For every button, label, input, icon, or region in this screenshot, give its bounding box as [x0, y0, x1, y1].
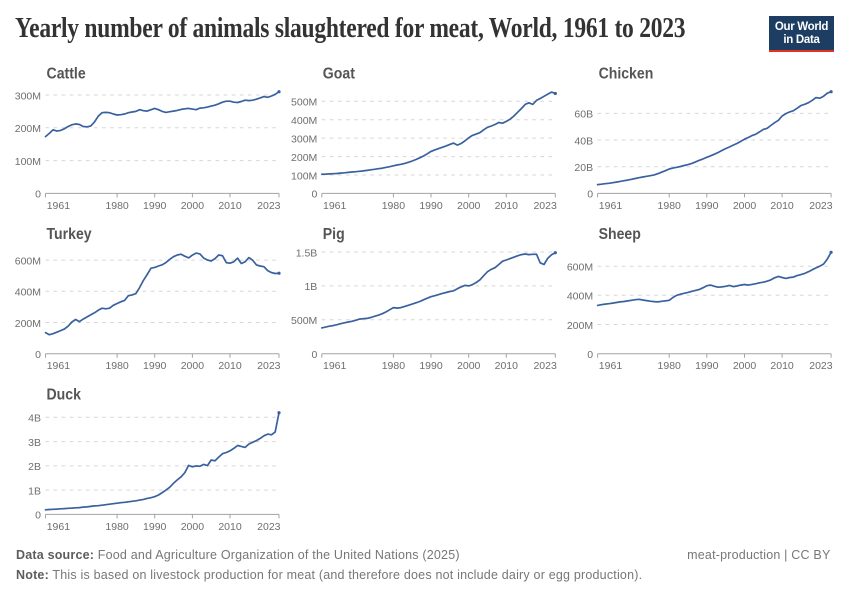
- svg-text:2010: 2010: [770, 200, 794, 212]
- svg-text:1980: 1980: [658, 360, 682, 372]
- svg-text:1980: 1980: [382, 200, 406, 212]
- svg-text:400M: 400M: [15, 287, 41, 299]
- svg-text:0: 0: [311, 349, 317, 361]
- svg-text:Goat: Goat: [323, 66, 356, 83]
- svg-text:1980: 1980: [105, 360, 129, 372]
- svg-text:1961: 1961: [47, 200, 71, 212]
- svg-text:200M: 200M: [291, 152, 317, 164]
- svg-text:Duck: Duck: [47, 387, 81, 404]
- svg-text:0: 0: [35, 189, 41, 201]
- svg-text:20B: 20B: [574, 162, 593, 174]
- svg-text:200M: 200M: [15, 123, 41, 135]
- svg-text:2010: 2010: [495, 200, 519, 212]
- svg-text:2023: 2023: [533, 360, 557, 372]
- svg-text:2000: 2000: [457, 360, 481, 372]
- svg-text:100M: 100M: [291, 170, 317, 182]
- svg-text:Pig: Pig: [323, 226, 345, 243]
- svg-text:200M: 200M: [567, 320, 593, 332]
- svg-text:0: 0: [35, 510, 41, 522]
- svg-text:1.5B: 1.5B: [296, 247, 318, 259]
- svg-text:2023: 2023: [257, 200, 281, 212]
- svg-text:1990: 1990: [695, 200, 719, 212]
- svg-text:2000: 2000: [181, 200, 205, 212]
- svg-text:2010: 2010: [495, 360, 519, 372]
- svg-text:60B: 60B: [574, 109, 593, 121]
- svg-text:600M: 600M: [15, 255, 41, 267]
- svg-text:2000: 2000: [733, 360, 757, 372]
- svg-text:300M: 300M: [15, 90, 41, 102]
- svg-text:2000: 2000: [733, 200, 757, 212]
- svg-text:1980: 1980: [658, 200, 682, 212]
- svg-text:1961: 1961: [47, 521, 71, 533]
- svg-text:Chicken: Chicken: [599, 66, 654, 83]
- svg-text:0: 0: [587, 349, 593, 361]
- svg-text:2010: 2010: [770, 360, 794, 372]
- svg-text:Turkey: Turkey: [47, 226, 92, 243]
- svg-text:600M: 600M: [567, 262, 593, 274]
- svg-text:0: 0: [587, 189, 593, 201]
- svg-text:0: 0: [311, 189, 317, 201]
- svg-text:500M: 500M: [291, 315, 317, 327]
- svg-text:1B: 1B: [304, 281, 317, 293]
- svg-text:2023: 2023: [257, 521, 281, 533]
- svg-text:1980: 1980: [382, 360, 406, 372]
- svg-text:0: 0: [35, 349, 41, 361]
- svg-text:1990: 1990: [143, 200, 167, 212]
- svg-text:2000: 2000: [181, 521, 205, 533]
- svg-text:400M: 400M: [567, 291, 593, 303]
- svg-text:100M: 100M: [15, 156, 41, 168]
- svg-text:2B: 2B: [28, 461, 41, 473]
- svg-text:1961: 1961: [47, 360, 71, 372]
- svg-text:2010: 2010: [218, 360, 242, 372]
- svg-text:1980: 1980: [105, 521, 129, 533]
- svg-text:1980: 1980: [105, 200, 129, 212]
- svg-text:2010: 2010: [218, 200, 242, 212]
- svg-text:1990: 1990: [419, 360, 443, 372]
- svg-text:2010: 2010: [218, 521, 242, 533]
- svg-text:2023: 2023: [809, 200, 833, 212]
- svg-text:200M: 200M: [15, 318, 41, 330]
- svg-text:3B: 3B: [28, 437, 41, 449]
- svg-text:1B: 1B: [28, 485, 41, 497]
- svg-text:1990: 1990: [143, 521, 167, 533]
- svg-text:300M: 300M: [291, 133, 317, 145]
- svg-text:1990: 1990: [143, 360, 167, 372]
- svg-text:2000: 2000: [457, 200, 481, 212]
- svg-text:40B: 40B: [574, 135, 593, 147]
- svg-text:2023: 2023: [809, 360, 833, 372]
- svg-text:Cattle: Cattle: [47, 66, 86, 83]
- svg-text:400M: 400M: [291, 115, 317, 127]
- svg-text:2000: 2000: [181, 360, 205, 372]
- svg-text:1961: 1961: [599, 360, 623, 372]
- svg-text:2023: 2023: [257, 360, 281, 372]
- svg-text:Sheep: Sheep: [599, 226, 641, 243]
- svg-text:1990: 1990: [695, 360, 719, 372]
- svg-text:1961: 1961: [599, 200, 623, 212]
- svg-text:1961: 1961: [323, 200, 347, 212]
- svg-text:1961: 1961: [323, 360, 347, 372]
- svg-text:500M: 500M: [291, 97, 317, 109]
- svg-text:4B: 4B: [28, 413, 41, 425]
- svg-text:1990: 1990: [419, 200, 443, 212]
- svg-text:2023: 2023: [533, 200, 557, 212]
